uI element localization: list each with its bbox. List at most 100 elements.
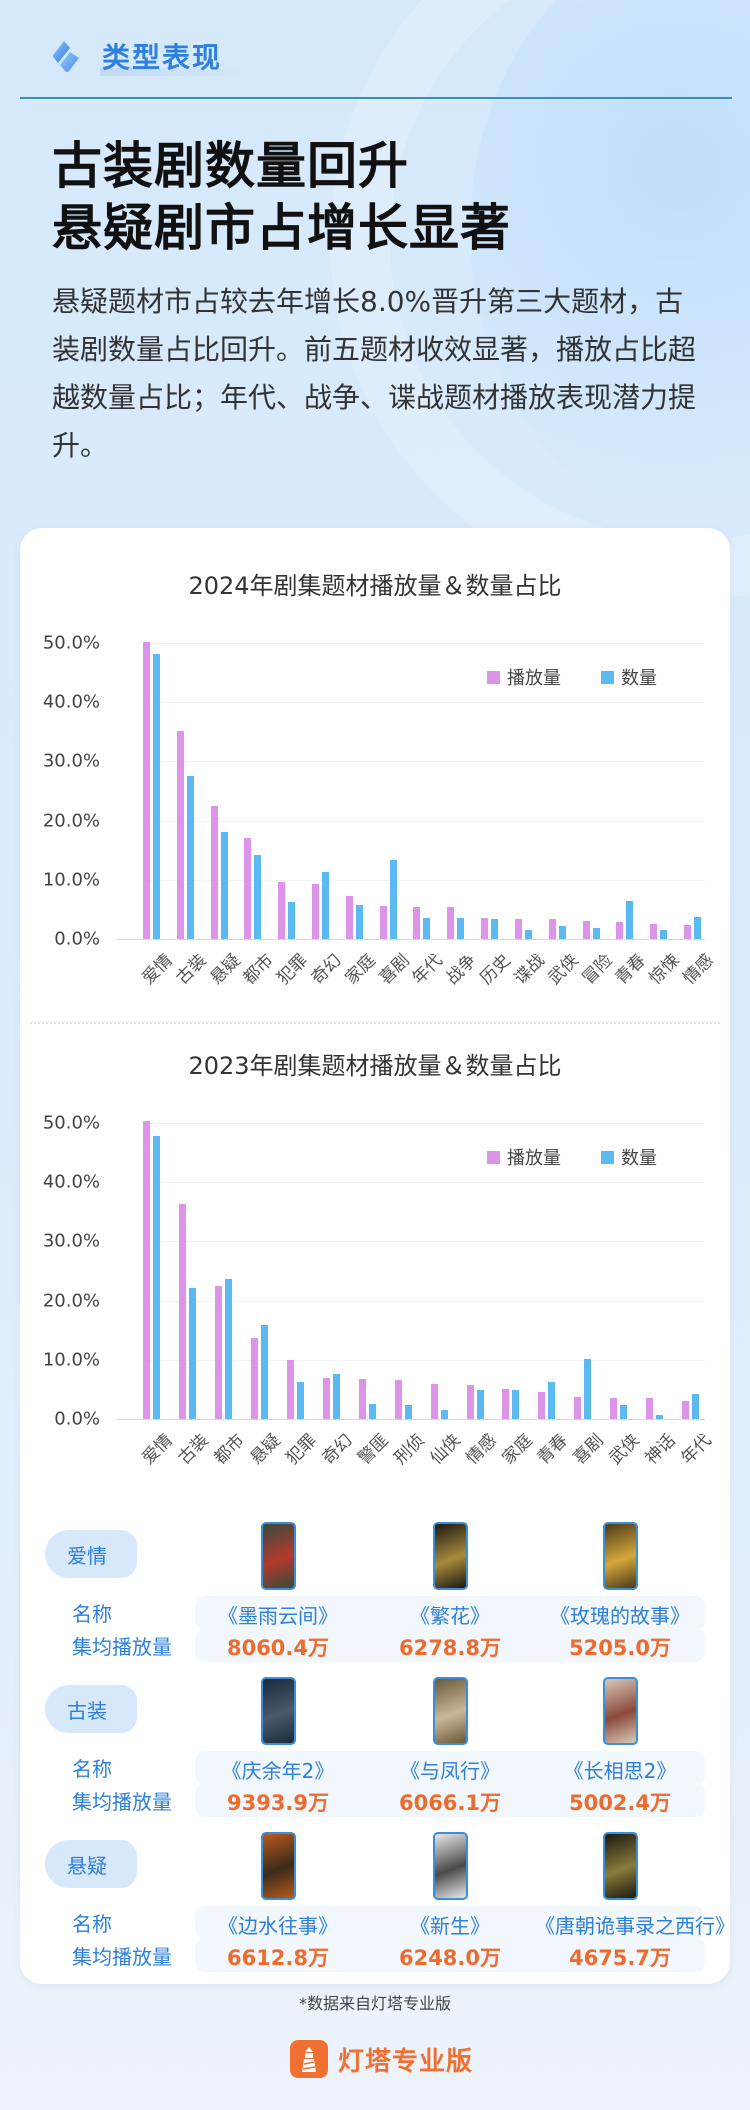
- x-tick-label: 喜剧: [569, 1430, 609, 1469]
- bar-count: [355, 905, 363, 939]
- show-avg-views: 6066.1万: [398, 1791, 502, 1815]
- bar-count: [260, 1324, 268, 1419]
- legend-swatch-icon: [487, 670, 500, 684]
- show-name: 《庆余年2》: [221, 1759, 335, 1783]
- legend-label: 数量: [621, 1148, 657, 1169]
- chart-legend: 播放量 数量: [487, 1144, 657, 1170]
- bar-count: [512, 1389, 520, 1419]
- show-name: 《边水往事》: [218, 1914, 338, 1938]
- x-tick-label: 家庭: [497, 1430, 537, 1469]
- show-name: 《繁花》: [410, 1604, 490, 1628]
- gridline: [145, 1182, 705, 1184]
- x-tick-label: 奇幻: [318, 1430, 357, 1469]
- bar-count: [584, 1359, 592, 1419]
- y-tick-label: 40.0%: [42, 1171, 100, 1193]
- summary-text: 悬疑题材市占较去年增长8.0%晋升第三大题材，古装剧数量占比回升。前五题材收效显…: [52, 285, 697, 462]
- bar-play: [616, 922, 624, 939]
- show-poster-image: [433, 1832, 468, 1900]
- bar-count: [296, 1381, 304, 1419]
- bar-count: [548, 1381, 556, 1419]
- name-row-band: [195, 1596, 705, 1630]
- content-card: 2024年剧集题材播放量＆数量占比 0.0% 10.0% 20.0% 30.0% 40.…: [20, 528, 735, 1984]
- legend-swatch-icon: [601, 670, 614, 684]
- legend-label: 播放量: [507, 1148, 561, 1169]
- bar-play: [143, 1120, 150, 1419]
- y-tick-label: 0.0%: [54, 928, 100, 950]
- bar-count: [153, 654, 160, 939]
- x-tick-label: 情感: [679, 950, 718, 989]
- show-poster-image: [603, 1522, 638, 1590]
- x-axis-line: [117, 1419, 705, 1420]
- show-poster-image: [261, 1832, 296, 1900]
- bar-play: [502, 1388, 510, 1419]
- x-tick-label: 仙侠: [426, 1430, 465, 1469]
- x-tick-label: 情感: [462, 1430, 501, 1469]
- bar-count: [656, 1414, 664, 1419]
- bar-count: [620, 1405, 628, 1419]
- bar-play: [214, 1285, 222, 1419]
- show-avg-views: 5002.4万: [568, 1791, 672, 1815]
- legend-item-count: 数量: [601, 1144, 657, 1170]
- value-row-label: 集均播放量: [72, 1945, 172, 1969]
- bar-play: [466, 1384, 474, 1419]
- legend-item-play: 播放量: [487, 1144, 561, 1170]
- name-row-label: 名称: [72, 1757, 112, 1781]
- show-name: 《玫瑰的故事》: [550, 1604, 690, 1628]
- gridline: [145, 820, 705, 822]
- bar-count: [692, 1393, 700, 1419]
- show-name: 《长相思2》: [563, 1759, 677, 1783]
- bar-play: [286, 1360, 294, 1419]
- gridline: [145, 1123, 705, 1124]
- brand-name: 灯塔专业版: [338, 2046, 474, 2077]
- bar-play: [379, 905, 387, 939]
- bar-play: [481, 917, 489, 939]
- show-avg-views: 6612.8万: [226, 1946, 330, 1970]
- bar-count: [404, 1405, 412, 1419]
- bar-play: [210, 806, 218, 939]
- chart-2024: 2024年剧集题材播放量＆数量占比 0.0% 10.0% 20.0% 30.0% 40.…: [20, 528, 730, 1008]
- x-tick-label: 犯罪: [282, 1430, 321, 1469]
- bar-play: [574, 1396, 582, 1419]
- legend-label: 数量: [621, 668, 657, 689]
- y-tick-label: 10.0%: [42, 869, 100, 891]
- y-tick-label: 20.0%: [42, 1290, 100, 1312]
- x-tick-label: 悬疑: [246, 1430, 285, 1469]
- gridline: [145, 1300, 705, 1302]
- y-tick-label: 10.0%: [42, 1349, 100, 1371]
- bar-count: [389, 859, 397, 939]
- gridline: [145, 879, 705, 881]
- bar-play: [278, 881, 286, 939]
- bar-count: [423, 917, 431, 939]
- bar-play: [610, 1397, 618, 1419]
- section-label: 类型表现: [102, 41, 223, 74]
- x-tick-label: 警匪: [354, 1430, 393, 1469]
- show-avg-views: 9393.9万: [226, 1791, 330, 1815]
- show-avg-views: 6248.0万: [398, 1946, 502, 1970]
- name-row-label: 名称: [72, 1602, 112, 1626]
- bar-play: [250, 1337, 258, 1419]
- name-row-band: [195, 1751, 705, 1785]
- bar-count: [558, 925, 566, 939]
- bar-count: [440, 1409, 448, 1419]
- bar-play: [345, 896, 353, 939]
- x-tick-label: 年代: [677, 1430, 716, 1469]
- bar-count: [476, 1389, 484, 1419]
- gridline: [145, 1359, 705, 1361]
- bar-play: [413, 907, 421, 939]
- show-name: 《新生》: [410, 1914, 490, 1938]
- bar-count: [188, 1288, 196, 1419]
- y-tick-label: 0.0%: [54, 1408, 100, 1430]
- legend-swatch-icon: [487, 1150, 500, 1164]
- bar-count: [186, 775, 194, 939]
- bar-play: [176, 730, 184, 939]
- bar-play: [394, 1379, 402, 1419]
- value-row-band: [195, 1783, 705, 1817]
- bar-count: [660, 929, 668, 939]
- section-header: 类型表现: [0, 0, 750, 100]
- gridline: [145, 761, 705, 763]
- bar-play: [538, 1391, 546, 1419]
- header-underline: [100, 68, 250, 76]
- genre-tag: 古装: [45, 1685, 137, 1733]
- x-tick-label: 爱情: [138, 1430, 177, 1469]
- show-avg-views: 5205.0万: [568, 1636, 672, 1660]
